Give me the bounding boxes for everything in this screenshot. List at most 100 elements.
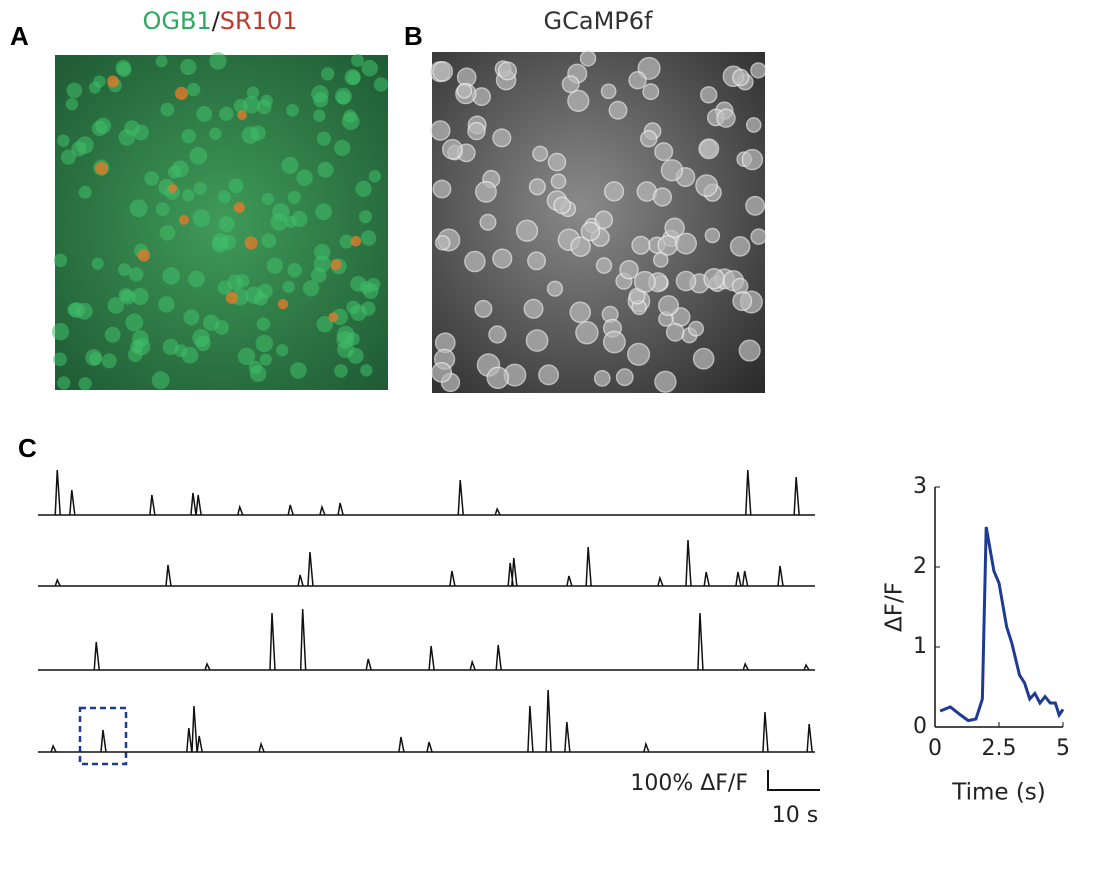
cell <box>65 97 79 111</box>
astrocyte <box>137 249 151 262</box>
cell <box>302 280 320 297</box>
cell <box>515 219 539 242</box>
cell <box>738 339 761 362</box>
cell <box>51 323 70 341</box>
cell <box>538 364 560 386</box>
cell <box>151 371 170 390</box>
cell <box>211 236 228 253</box>
cell <box>360 230 377 246</box>
cell <box>284 215 297 229</box>
cell <box>575 321 599 345</box>
cell <box>133 337 151 356</box>
cell <box>115 59 131 76</box>
spike <box>449 570 456 587</box>
cell <box>350 304 367 321</box>
panel-title: GCaMP6f <box>544 7 654 35</box>
spike <box>299 608 307 671</box>
cell <box>741 148 764 171</box>
cell <box>209 52 227 70</box>
cell <box>567 89 590 112</box>
cell <box>593 369 611 387</box>
cell <box>615 368 634 387</box>
cell <box>104 326 121 343</box>
spike <box>511 557 518 587</box>
cell <box>219 106 234 122</box>
cell <box>158 296 175 313</box>
cell <box>316 131 331 146</box>
spike <box>585 546 592 587</box>
spike <box>657 575 664 587</box>
cell <box>101 353 117 369</box>
cell <box>664 217 685 239</box>
cell <box>196 105 213 122</box>
cell <box>180 58 197 76</box>
spike <box>237 504 244 516</box>
spike <box>685 539 692 587</box>
astrocyte <box>277 299 289 310</box>
cell <box>527 251 546 271</box>
spike <box>365 658 372 671</box>
cell <box>313 109 326 122</box>
spike <box>69 489 76 516</box>
cell <box>162 267 180 285</box>
cell <box>159 224 176 241</box>
cell <box>336 90 351 105</box>
cell <box>479 213 497 231</box>
cell <box>639 129 658 148</box>
cell <box>631 235 651 255</box>
cell <box>91 257 104 270</box>
spike <box>165 564 172 587</box>
cell <box>570 236 591 257</box>
cell <box>550 173 567 190</box>
spike <box>297 574 304 587</box>
cell <box>118 129 136 146</box>
cell <box>525 329 549 352</box>
cell <box>186 82 201 97</box>
spike <box>735 571 742 587</box>
astrocyte <box>178 214 189 225</box>
cell <box>334 139 351 156</box>
spike <box>149 494 156 516</box>
y-tick-label: 2 <box>913 554 927 579</box>
cell <box>193 181 207 195</box>
cell <box>228 178 244 194</box>
spike <box>196 735 203 753</box>
cell <box>144 171 159 186</box>
cell <box>162 338 179 355</box>
cell <box>128 267 144 282</box>
astrocyte <box>233 201 245 214</box>
cell <box>750 228 767 245</box>
cell <box>246 86 260 99</box>
cell <box>249 365 267 383</box>
cell <box>192 209 211 228</box>
cell <box>181 346 199 364</box>
spike <box>426 741 433 753</box>
spike <box>258 741 265 753</box>
cell <box>434 235 451 251</box>
cell <box>276 344 289 357</box>
cell <box>315 203 332 221</box>
spike <box>741 570 749 587</box>
spike <box>195 494 202 516</box>
cell <box>282 280 295 294</box>
cell <box>474 299 493 318</box>
cell <box>688 320 704 337</box>
cell <box>627 342 651 366</box>
cell <box>658 295 680 317</box>
spike <box>457 479 464 516</box>
astrocyte <box>350 235 362 247</box>
astrocyte <box>95 161 109 175</box>
spike <box>54 578 61 587</box>
cell <box>692 347 715 370</box>
cell <box>91 120 108 137</box>
spike <box>337 502 344 516</box>
cell <box>373 77 389 92</box>
astrocyte <box>174 86 189 100</box>
cell <box>217 190 231 204</box>
cell <box>259 353 272 366</box>
cell <box>317 161 334 178</box>
cell <box>497 61 518 81</box>
cells <box>51 52 389 391</box>
cell <box>695 174 719 197</box>
cell <box>183 309 200 326</box>
